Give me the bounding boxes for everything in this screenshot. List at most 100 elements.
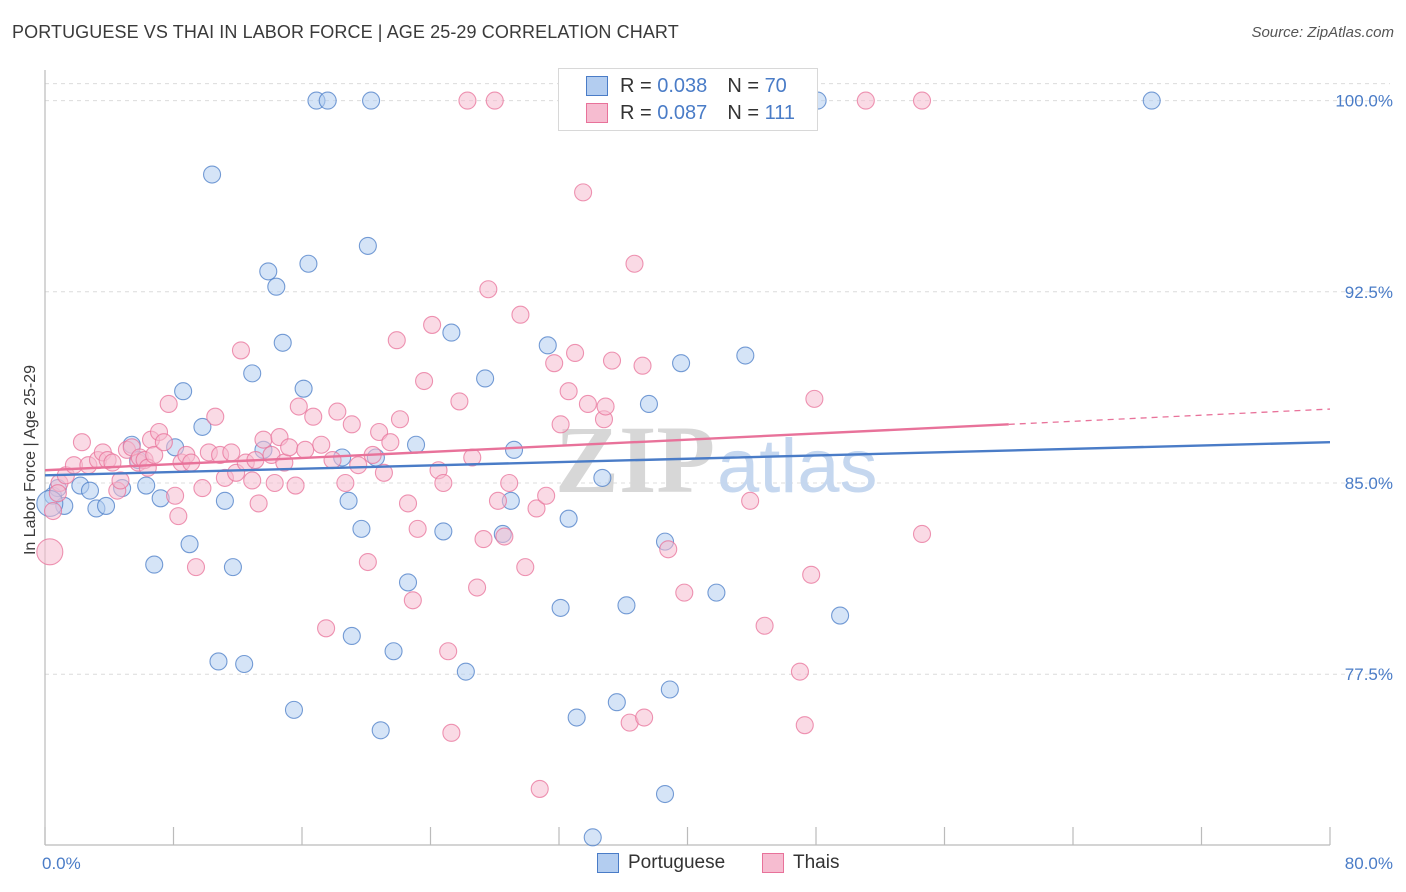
thais-point (342, 415, 361, 434)
stats-legend: R = 0.038 N = 70 R = 0.087 N = 111 (558, 68, 818, 131)
portuguese-point (736, 346, 755, 365)
thais-point (231, 341, 251, 360)
portuguese-point (559, 509, 578, 528)
thais-point (323, 450, 342, 470)
portuguese-point (203, 165, 222, 184)
thais-point (403, 591, 422, 610)
portuguese-point (352, 519, 371, 538)
thais-point (254, 430, 273, 449)
thais-point (755, 616, 774, 635)
portuguese-point (504, 440, 524, 459)
portuguese-point (342, 626, 361, 646)
thais-point (790, 662, 809, 681)
thais-point (675, 583, 694, 602)
thais-point (166, 486, 185, 505)
portuguese-point (639, 394, 659, 414)
thais-point (439, 642, 458, 661)
legend-item-portuguese[interactable]: Portuguese (597, 852, 725, 874)
thais-point (516, 558, 535, 577)
thais-point (495, 527, 514, 546)
portuguese-point (174, 382, 193, 401)
thais-point (206, 407, 225, 426)
thais-point (474, 530, 493, 549)
portuguese-point (567, 708, 586, 727)
legend-item-thais[interactable]: Thais (762, 852, 839, 874)
thais-point (280, 438, 299, 457)
legend-label-thais: Thais (793, 852, 840, 873)
thais-point (43, 501, 63, 521)
portuguese-point (80, 481, 100, 500)
portuguese-point (607, 693, 626, 712)
n-value: 70 (764, 74, 787, 97)
thais-point (488, 491, 508, 510)
thais-point (559, 382, 578, 401)
thais-point (398, 494, 418, 513)
thais-point (387, 331, 406, 350)
x-tick-label: 0.0% (42, 854, 81, 873)
portuguese-point (593, 468, 612, 487)
portuguese-legend-swatch (597, 853, 619, 873)
thais-point (265, 473, 284, 493)
thais-point (805, 389, 824, 408)
thais-point (511, 305, 530, 324)
portuguese-point (209, 652, 228, 671)
thais-point (145, 445, 164, 465)
portuguese-point (299, 254, 318, 273)
portuguese-point (362, 91, 381, 110)
portuguese-point (398, 573, 418, 592)
thais-point (159, 394, 178, 414)
thais-point (635, 708, 654, 727)
thais-point (336, 473, 355, 493)
portuguese-point (339, 491, 358, 510)
portuguese-point (243, 364, 262, 383)
thais-point (602, 351, 622, 370)
thais-point (434, 473, 453, 493)
portuguese-point (655, 784, 675, 804)
thais-point (856, 91, 875, 110)
thais-point (36, 538, 64, 566)
y-tick-label: 100.0% (1335, 92, 1393, 111)
portuguese-point (145, 555, 164, 574)
portuguese-point (273, 333, 292, 352)
thais-point (485, 91, 504, 110)
portuguese-point (215, 491, 234, 510)
thais-point (442, 723, 461, 742)
thais-point (169, 507, 188, 526)
portuguese-point (267, 277, 286, 296)
portuguese-trend-line (44, 441, 1331, 477)
portuguese-point (442, 323, 461, 342)
thais-point (289, 397, 308, 416)
thais-point (370, 422, 389, 442)
n-label: N = (727, 74, 759, 97)
thais-point (795, 716, 814, 735)
thais-point (633, 356, 652, 375)
thais-point (328, 402, 347, 421)
thais-point (317, 619, 336, 638)
n-value: 111 (764, 101, 795, 124)
thais-swatch (586, 103, 608, 123)
portuguese-point (235, 654, 254, 674)
portuguese-point (137, 476, 156, 495)
thais-point (802, 565, 821, 584)
thais-point (222, 443, 241, 462)
thais-point (468, 578, 487, 597)
trend-lines (44, 408, 1331, 477)
thais-point (545, 354, 564, 373)
portuguese-point (406, 435, 426, 454)
thais-point (415, 371, 434, 391)
y-axis-label: In Labor Force | Age 25-29 (22, 365, 39, 555)
thais-point (381, 433, 400, 452)
n-label: N = (727, 101, 759, 124)
thais-point (296, 440, 315, 459)
thais-point (193, 479, 212, 498)
thais-point (154, 433, 173, 452)
thais-point (500, 473, 519, 493)
thais-point (566, 343, 585, 363)
portuguese-point (551, 598, 570, 617)
thais-trend-line (44, 423, 1009, 472)
portuguese-point (434, 522, 453, 541)
thais-trend-extension (1008, 408, 1331, 426)
thais-point (423, 315, 442, 334)
r-label: R = (620, 101, 652, 124)
